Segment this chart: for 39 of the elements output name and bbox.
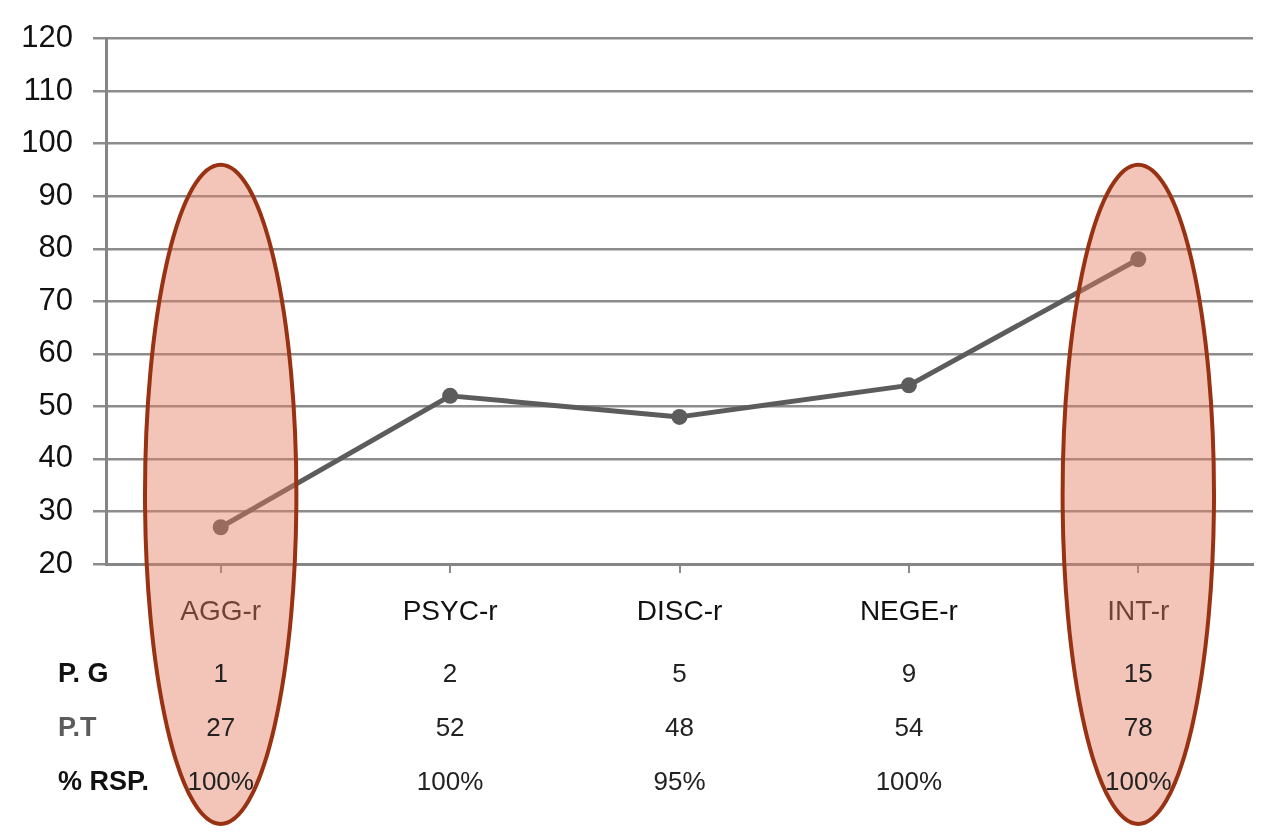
text: 1 — [213, 658, 228, 689]
data-label: 54 — [894, 712, 924, 743]
point — [900, 377, 917, 394]
x-tick-label: AGG-r — [180, 594, 262, 626]
x-tick-label: DISC-r — [636, 594, 723, 626]
text: 15 — [1123, 658, 1153, 689]
y-tick-label: 100 — [21, 124, 73, 160]
y-tick-label: 50 — [38, 386, 73, 422]
y-tick-label: 110 — [23, 71, 73, 107]
data-label: 52 — [435, 712, 465, 743]
y-tick-label: 120 — [21, 19, 73, 55]
text: 100% — [1105, 766, 1172, 797]
text: 100% — [875, 766, 943, 797]
x-tick-label: PSYC-r — [402, 594, 498, 626]
text: P.T — [58, 712, 98, 743]
data-label: 27 — [206, 712, 236, 743]
x-tick-label: NEGE-r — [859, 594, 958, 626]
y-tick-label: 90 — [38, 176, 73, 212]
x-tick-label: INT-r — [1107, 594, 1170, 626]
text: 5 — [672, 658, 687, 689]
text: 2 — [442, 658, 458, 689]
text: 100% — [187, 766, 254, 797]
text: P. G — [58, 658, 109, 689]
point — [671, 408, 688, 425]
text: 95% — [653, 766, 706, 797]
y-tick-label: 80 — [38, 229, 73, 265]
text: 9 — [901, 658, 917, 689]
y-tick-label: 40 — [38, 439, 73, 475]
text: % RSP. — [58, 766, 150, 797]
y-tick-label: 30 — [38, 492, 73, 528]
point — [1130, 251, 1147, 268]
text: 100% — [416, 766, 484, 797]
y-tick-label: 20 — [38, 544, 73, 580]
y-tick-label: 60 — [38, 334, 73, 370]
point — [212, 519, 229, 536]
y-tick-label: 70 — [38, 281, 73, 317]
point — [442, 387, 459, 404]
data-label: 78 — [1123, 712, 1153, 743]
data-label: 48 — [665, 712, 694, 743]
